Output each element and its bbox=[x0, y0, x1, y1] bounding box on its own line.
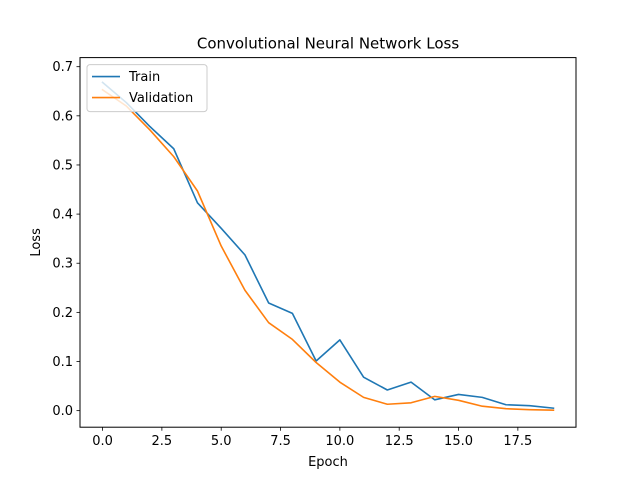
plot-frame bbox=[79, 57, 577, 428]
legend-label-validation: Validation bbox=[129, 91, 193, 106]
y-tick-label: 0.7 bbox=[52, 60, 73, 75]
x-tick-label: 0.0 bbox=[92, 434, 113, 449]
y-tick-label: 0.1 bbox=[52, 355, 73, 370]
x-tick-label: 12.5 bbox=[385, 434, 414, 449]
legend: Train Validation bbox=[86, 64, 208, 113]
y-tick-label: 0.6 bbox=[52, 109, 73, 124]
y-axis-ticks: 0.0 0.1 0.2 0.3 0.4 0.5 0.6 0.7 bbox=[52, 60, 80, 419]
series-line-validation bbox=[101, 88, 555, 411]
x-tick-label: 17.5 bbox=[503, 434, 532, 449]
legend-label-train: Train bbox=[128, 70, 160, 85]
x-tick-label: 10.0 bbox=[325, 434, 354, 449]
x-tick-label: 15.0 bbox=[444, 434, 473, 449]
x-axis-ticks: 0.0 2.5 5.0 7.5 10.0 12.5 15.0 17.5 bbox=[92, 427, 532, 449]
x-tick-label: 5.0 bbox=[211, 434, 232, 449]
y-tick-label: 0.5 bbox=[52, 158, 73, 173]
y-tick-label: 0.3 bbox=[52, 257, 73, 272]
y-tick-label: 0.2 bbox=[52, 306, 73, 321]
y-axis-label: Loss bbox=[29, 228, 44, 257]
chart-title: Convolutional Neural Network Loss bbox=[197, 35, 459, 53]
x-tick-label: 2.5 bbox=[152, 434, 173, 449]
x-tick-label: 7.5 bbox=[270, 434, 291, 449]
series-line-train bbox=[101, 81, 555, 410]
series-lines bbox=[101, 81, 555, 411]
y-tick-label: 0.4 bbox=[52, 208, 73, 223]
x-axis-label: Epoch bbox=[308, 455, 348, 470]
y-tick-label: 0.0 bbox=[52, 404, 73, 419]
